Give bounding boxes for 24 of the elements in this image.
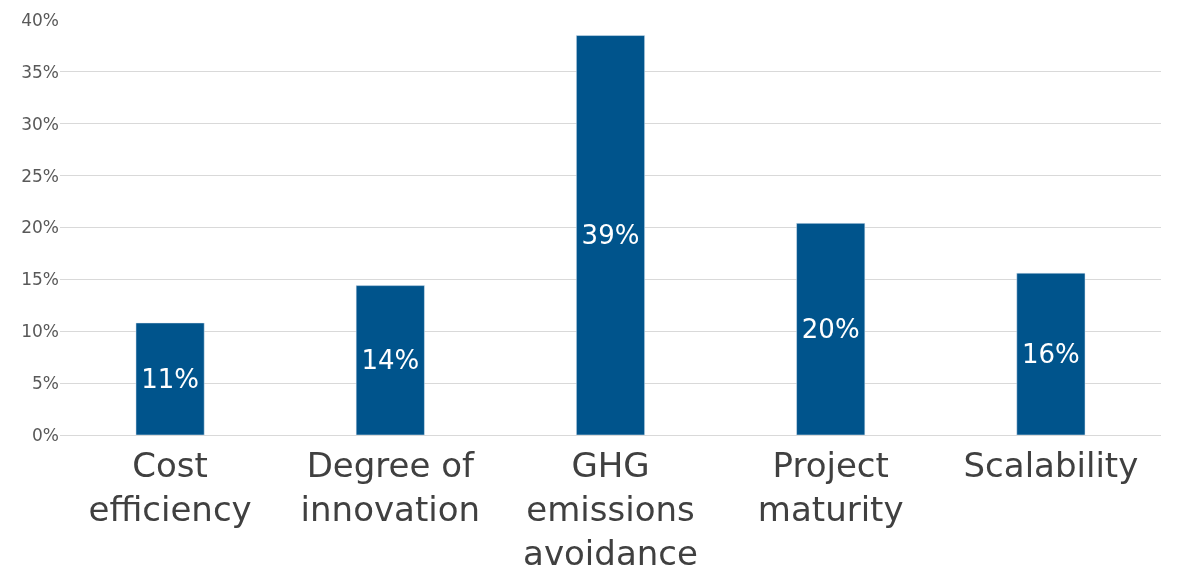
bar (796, 223, 866, 435)
y-tick-label: 35% (21, 61, 59, 82)
y-tick-label: 10% (21, 321, 59, 342)
bar (576, 35, 645, 435)
bar (1016, 272, 1086, 435)
data-label: 20% (801, 314, 860, 345)
x-tick-label: Scalability (963, 444, 1139, 485)
bar (355, 285, 425, 435)
y-tick-label: 15% (21, 269, 59, 290)
data-label: 39% (581, 220, 640, 251)
x-tick-label: GHG emissions avoidance (523, 444, 698, 574)
y-tick-label: 20% (21, 217, 59, 238)
y-tick-label: 0% (32, 424, 59, 445)
x-tick-label: Cost efficiency (88, 444, 252, 529)
bar (135, 322, 205, 435)
y-tick-label: 5% (32, 373, 59, 394)
y-tick-label: 25% (21, 165, 59, 186)
y-tick-label: 30% (21, 113, 59, 134)
data-label: 16% (1022, 339, 1080, 370)
x-tick-label: Degree of innovation (300, 444, 481, 529)
data-label: 11% (141, 363, 199, 394)
x-tick-label: Project maturity (757, 444, 904, 529)
data-label: 14% (361, 345, 420, 376)
y-tick-label: 40% (21, 9, 59, 30)
